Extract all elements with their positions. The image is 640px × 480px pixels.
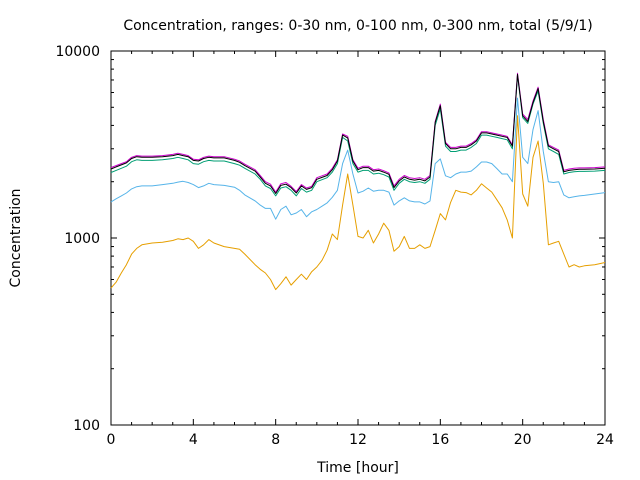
series-lines: [110, 72, 606, 291]
series-line-2: [110, 97, 606, 220]
y-tick-label: 10000: [55, 44, 100, 60]
series-line-5: [110, 73, 606, 194]
x-tick-label: 16: [431, 432, 449, 448]
x-tick-label: 0: [107, 432, 116, 448]
x-tick-label: 4: [189, 432, 198, 448]
axis-ticks: [110, 50, 606, 426]
x-tick-label: 24: [596, 432, 614, 448]
y-axis-label: Concentration: [8, 188, 24, 287]
series-line-1: [110, 115, 606, 291]
x-tick-label: 12: [349, 432, 367, 448]
y-tick-label: 100: [73, 418, 100, 434]
tick-labels: 0 4 8 12 16 20 24 100 1000 10000: [55, 44, 614, 448]
x-tick-label: 8: [271, 432, 280, 448]
chart-title: Concentration, ranges: 0-30 nm, 0-100 nm…: [123, 18, 592, 34]
x-tick-label: 20: [514, 432, 532, 448]
y-tick-label: 1000: [64, 231, 100, 247]
x-axis-label: Time [hour]: [316, 460, 399, 476]
